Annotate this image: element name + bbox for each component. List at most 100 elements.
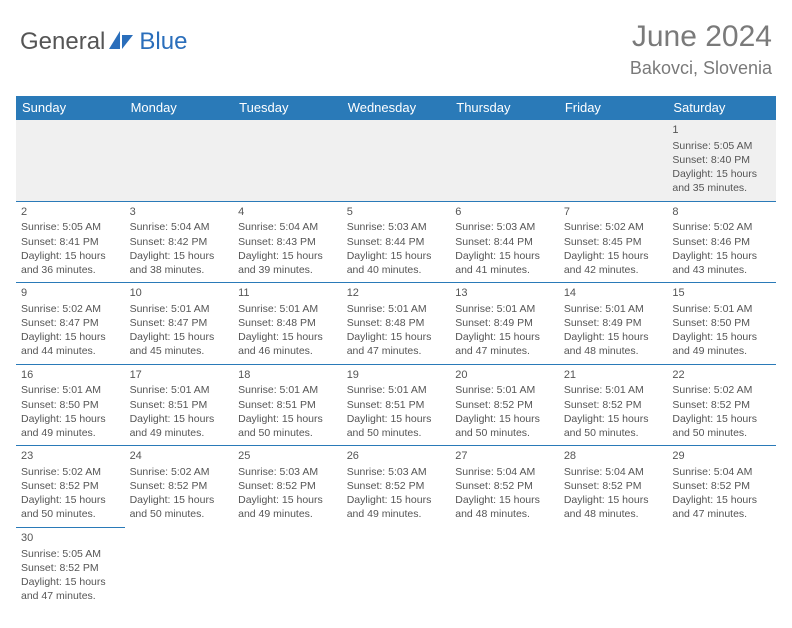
sunset-line: Sunset: 8:40 PM <box>672 153 771 167</box>
brand-text-2: Blue <box>139 28 187 56</box>
calendar-week-row: 9Sunrise: 5:02 AMSunset: 8:47 PMDaylight… <box>16 283 776 365</box>
daylight-line: and 38 minutes. <box>130 263 229 277</box>
calendar-day-cell: 11Sunrise: 5:01 AMSunset: 8:48 PMDayligh… <box>233 283 342 365</box>
sunrise-line: Sunrise: 5:03 AM <box>455 220 554 234</box>
calendar-day-cell <box>233 120 342 202</box>
calendar-day-cell <box>450 527 559 608</box>
sunset-line: Sunset: 8:52 PM <box>672 398 771 412</box>
calendar-day-cell <box>342 120 451 202</box>
daylight-line: Daylight: 15 hours <box>21 575 120 589</box>
calendar-day-cell: 30Sunrise: 5:05 AMSunset: 8:52 PMDayligh… <box>16 527 125 608</box>
sunrise-line: Sunrise: 5:01 AM <box>238 383 337 397</box>
day-number: 13 <box>455 286 554 301</box>
calendar-day-cell: 26Sunrise: 5:03 AMSunset: 8:52 PMDayligh… <box>342 446 451 528</box>
day-number: 6 <box>455 205 554 220</box>
day-number: 25 <box>238 449 337 464</box>
daylight-line: Daylight: 15 hours <box>564 412 663 426</box>
calendar-week-row: 1Sunrise: 5:05 AMSunset: 8:40 PMDaylight… <box>16 120 776 202</box>
daylight-line: Daylight: 15 hours <box>672 412 771 426</box>
sunrise-line: Sunrise: 5:05 AM <box>21 547 120 561</box>
calendar-day-cell <box>667 527 776 608</box>
calendar-day-cell: 22Sunrise: 5:02 AMSunset: 8:52 PMDayligh… <box>667 364 776 446</box>
calendar-day-cell: 12Sunrise: 5:01 AMSunset: 8:48 PMDayligh… <box>342 283 451 365</box>
day-number: 15 <box>672 286 771 301</box>
daylight-line: and 43 minutes. <box>672 263 771 277</box>
calendar-day-cell: 17Sunrise: 5:01 AMSunset: 8:51 PMDayligh… <box>125 364 234 446</box>
sunrise-line: Sunrise: 5:01 AM <box>347 383 446 397</box>
sunset-line: Sunset: 8:51 PM <box>238 398 337 412</box>
day-number: 7 <box>564 205 663 220</box>
day-number: 29 <box>672 449 771 464</box>
daylight-line: Daylight: 15 hours <box>238 249 337 263</box>
sunrise-line: Sunrise: 5:02 AM <box>21 465 120 479</box>
daylight-line: and 42 minutes. <box>564 263 663 277</box>
page-header: General Blue June 2024 Bakovci, Slovenia <box>16 20 776 92</box>
sunset-line: Sunset: 8:42 PM <box>130 235 229 249</box>
calendar-week-row: 2Sunrise: 5:05 AMSunset: 8:41 PMDaylight… <box>16 201 776 283</box>
daylight-line: and 44 minutes. <box>21 344 120 358</box>
sunrise-line: Sunrise: 5:02 AM <box>130 465 229 479</box>
calendar-day-cell <box>342 527 451 608</box>
daylight-line: Daylight: 15 hours <box>672 330 771 344</box>
calendar-day-cell: 29Sunrise: 5:04 AMSunset: 8:52 PMDayligh… <box>667 446 776 528</box>
calendar-day-cell: 28Sunrise: 5:04 AMSunset: 8:52 PMDayligh… <box>559 446 668 528</box>
daylight-line: Daylight: 15 hours <box>238 330 337 344</box>
calendar-day-cell: 23Sunrise: 5:02 AMSunset: 8:52 PMDayligh… <box>16 446 125 528</box>
day-number: 3 <box>130 205 229 220</box>
calendar-day-cell: 24Sunrise: 5:02 AMSunset: 8:52 PMDayligh… <box>125 446 234 528</box>
calendar-day-cell: 3Sunrise: 5:04 AMSunset: 8:42 PMDaylight… <box>125 201 234 283</box>
sunset-line: Sunset: 8:48 PM <box>238 316 337 330</box>
sunset-line: Sunset: 8:52 PM <box>564 398 663 412</box>
sunrise-line: Sunrise: 5:02 AM <box>672 383 771 397</box>
day-number: 9 <box>21 286 120 301</box>
weekday-header: Monday <box>125 96 234 120</box>
daylight-line: and 49 minutes. <box>347 507 446 521</box>
daylight-line: Daylight: 15 hours <box>21 412 120 426</box>
day-number: 8 <box>672 205 771 220</box>
sunset-line: Sunset: 8:52 PM <box>130 479 229 493</box>
title-block: June 2024 Bakovci, Slovenia <box>630 20 772 79</box>
daylight-line: and 49 minutes. <box>238 507 337 521</box>
sunset-line: Sunset: 8:52 PM <box>238 479 337 493</box>
daylight-line: Daylight: 15 hours <box>347 412 446 426</box>
calendar-table: Sunday Monday Tuesday Wednesday Thursday… <box>16 96 776 608</box>
sunrise-line: Sunrise: 5:01 AM <box>672 302 771 316</box>
day-number: 10 <box>130 286 229 301</box>
sunset-line: Sunset: 8:52 PM <box>455 398 554 412</box>
sunset-line: Sunset: 8:48 PM <box>347 316 446 330</box>
daylight-line: Daylight: 15 hours <box>21 249 120 263</box>
calendar-day-cell: 14Sunrise: 5:01 AMSunset: 8:49 PMDayligh… <box>559 283 668 365</box>
daylight-line: and 50 minutes. <box>238 426 337 440</box>
weekday-header: Wednesday <box>342 96 451 120</box>
sunset-line: Sunset: 8:47 PM <box>130 316 229 330</box>
daylight-line: and 48 minutes. <box>564 507 663 521</box>
sunset-line: Sunset: 8:44 PM <box>455 235 554 249</box>
day-number: 5 <box>347 205 446 220</box>
day-number: 20 <box>455 368 554 383</box>
daylight-line: and 47 minutes. <box>455 344 554 358</box>
calendar-day-cell: 7Sunrise: 5:02 AMSunset: 8:45 PMDaylight… <box>559 201 668 283</box>
daylight-line: and 48 minutes. <box>455 507 554 521</box>
day-number: 12 <box>347 286 446 301</box>
sunrise-line: Sunrise: 5:01 AM <box>455 383 554 397</box>
daylight-line: Daylight: 15 hours <box>455 330 554 344</box>
calendar-day-cell: 6Sunrise: 5:03 AMSunset: 8:44 PMDaylight… <box>450 201 559 283</box>
calendar-day-cell: 2Sunrise: 5:05 AMSunset: 8:41 PMDaylight… <box>16 201 125 283</box>
day-number: 23 <box>21 449 120 464</box>
daylight-line: Daylight: 15 hours <box>672 167 771 181</box>
day-number: 19 <box>347 368 446 383</box>
sunset-line: Sunset: 8:41 PM <box>21 235 120 249</box>
day-number: 21 <box>564 368 663 383</box>
sunset-line: Sunset: 8:52 PM <box>21 479 120 493</box>
day-number: 2 <box>21 205 120 220</box>
daylight-line: Daylight: 15 hours <box>347 249 446 263</box>
calendar-day-cell: 10Sunrise: 5:01 AMSunset: 8:47 PMDayligh… <box>125 283 234 365</box>
daylight-line: and 45 minutes. <box>130 344 229 358</box>
daylight-line: Daylight: 15 hours <box>130 412 229 426</box>
calendar-day-cell: 25Sunrise: 5:03 AMSunset: 8:52 PMDayligh… <box>233 446 342 528</box>
daylight-line: and 50 minutes. <box>564 426 663 440</box>
month-title: June 2024 <box>630 20 772 54</box>
brand-text-1: General <box>20 28 105 56</box>
day-number: 27 <box>455 449 554 464</box>
day-number: 1 <box>672 123 771 138</box>
